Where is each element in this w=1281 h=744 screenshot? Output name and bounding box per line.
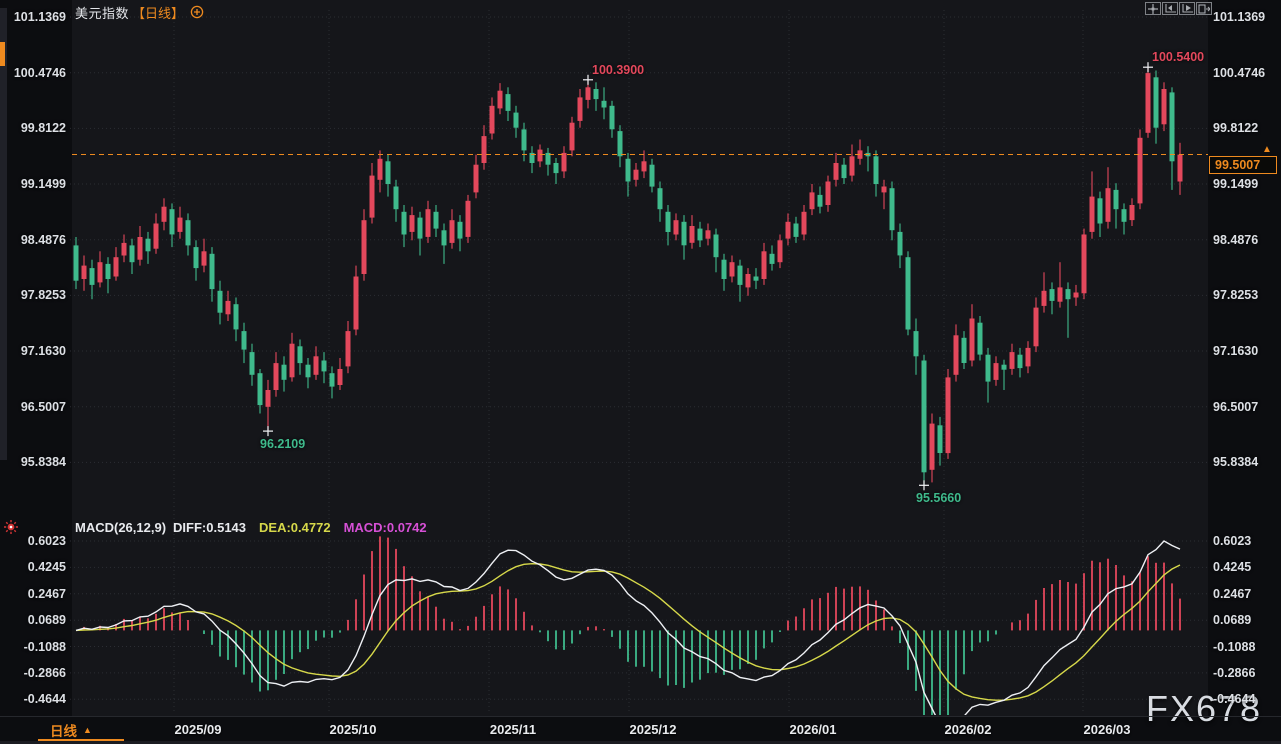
macd-dea-value: DEA:0.4772 (259, 520, 331, 535)
y-axis-label: 97.8253 (20, 288, 66, 302)
y-axis-label: 99.1499 (20, 177, 66, 191)
diff-line (75, 540, 1181, 715)
tab-daily[interactable]: 日线 ▲ (50, 720, 92, 740)
extreme-price-label: 95.5660 (916, 491, 962, 505)
bottom-edge (0, 741, 1281, 744)
x-axis-label: 2025/11 (489, 722, 537, 737)
new-pane-icon[interactable] (1196, 2, 1212, 15)
macd-axis-label: -0.1088 (1213, 640, 1256, 654)
macd-layer (75, 536, 1181, 715)
macd-axis-label: -0.4644 (1213, 692, 1256, 706)
current-price-tag: 99.5007 (1209, 156, 1277, 174)
y-axis-label: 97.1630 (1213, 344, 1259, 358)
y-axis-label: 100.4746 (13, 66, 66, 80)
macd-axis-label: -0.1088 (23, 640, 66, 654)
extreme-markers (263, 62, 1153, 491)
gridlines (70, 10, 1208, 714)
price-scrollbar-track[interactable] (0, 8, 7, 460)
bottom-separator (0, 716, 1281, 717)
scroll-to-latest-icon[interactable] (1179, 2, 1195, 15)
fit-scale-icon[interactable] (1162, 2, 1178, 15)
y-axis-label: 100.4746 (1213, 66, 1266, 80)
macd-axis-label: -0.4644 (23, 692, 66, 706)
macd-axis-label: 0.6023 (1213, 534, 1252, 548)
symbol-name: 美元指数 (75, 5, 130, 21)
x-axis-label: 2026/03 (1083, 722, 1131, 737)
tab-daily-label: 日线 (50, 724, 77, 739)
y-axis-label: 98.4876 (1213, 233, 1259, 247)
y-axis-label: 96.5007 (20, 400, 66, 414)
watermark: FX678 (1146, 688, 1263, 729)
add-indicator-icon[interactable] (190, 5, 204, 19)
macd-axis-label: 0.4245 (1213, 560, 1252, 574)
y-axis-label: 96.5007 (1213, 400, 1259, 414)
macd-axis-label: 0.0689 (1213, 613, 1252, 627)
y-axis-label: 101.1369 (13, 10, 66, 24)
y-axis-label: 99.8122 (1213, 121, 1259, 135)
tab-active-indicator (38, 739, 124, 741)
extreme-price-label: 100.3900 (592, 63, 645, 77)
macd-hist-value: MACD:0.0742 (343, 520, 427, 535)
dea-line (75, 562, 1181, 701)
price-marker-icon: ▲ (1262, 144, 1272, 155)
chevron-up-icon: ▲ (83, 725, 92, 735)
macd-axis-label: 0.2467 (27, 587, 66, 601)
macd-axis-label: 0.6023 (27, 534, 66, 548)
candlestick-layer (73, 67, 1183, 486)
x-axis-label: 2026/01 (789, 722, 837, 737)
extreme-price-label: 100.5400 (1152, 50, 1205, 64)
y-axis-label: 99.1499 (1213, 177, 1259, 191)
macd-header: MACD(26,12,9) DIFF:0.5143 DEA:0.4772 MAC… (75, 520, 427, 535)
y-axis-label: 97.8253 (1213, 288, 1259, 302)
macd-axis-label: 0.2467 (1213, 587, 1252, 601)
extreme-price-label: 96.2109 (260, 437, 306, 451)
y-axis-label: 95.8384 (20, 455, 66, 469)
y-axis-label: 97.1630 (20, 344, 66, 358)
price-scrollbar-thumb[interactable] (0, 42, 5, 66)
macd-axis-label: -0.2866 (23, 666, 66, 680)
period-label: 【日线】 (132, 5, 185, 21)
y-axis-label: 99.8122 (20, 121, 66, 135)
macd-axis-label: 0.0689 (27, 613, 66, 627)
macd-axis-label: 0.4245 (27, 560, 66, 574)
y-axis-label: 101.1369 (1213, 10, 1266, 24)
y-axis-label: 98.4876 (20, 233, 66, 247)
pan-icon[interactable] (1145, 2, 1161, 15)
macd-diff-value: DIFF:0.5143 (173, 520, 247, 535)
macd-axis-label: -0.2866 (1213, 666, 1256, 680)
chart-title-row: 美元指数 【日线】 (75, 4, 204, 21)
chart-toolbar (1145, 2, 1212, 15)
x-axis-label: 2025/09 (174, 722, 222, 737)
x-axis-label: 2025/12 (629, 722, 677, 737)
indicator-target-icon (4, 520, 18, 534)
x-axis-label: 2026/02 (944, 722, 992, 737)
y-axis-label: 95.8384 (1213, 455, 1259, 469)
x-axis-label: 2025/10 (329, 722, 377, 737)
macd-params-label: MACD(26,12,9) (75, 520, 167, 535)
